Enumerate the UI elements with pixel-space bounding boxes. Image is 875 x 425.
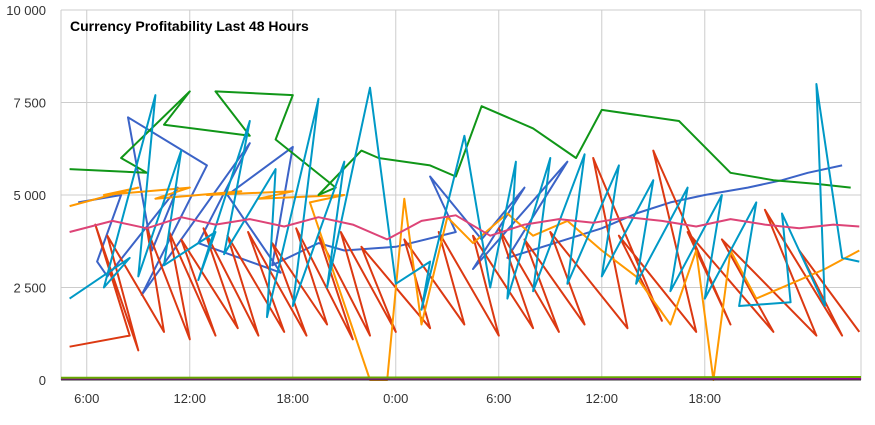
series-line-6	[69, 214, 860, 241]
y-tick-label: 10 000	[6, 3, 46, 18]
x-tick-label: 12:00	[173, 391, 206, 406]
series-line-5	[69, 83, 860, 319]
series-line-4	[69, 90, 851, 196]
y-tick-label: 2 500	[13, 281, 46, 296]
axes: 0 2 500 5 000 7 500 10 000 6:00 12:00 18:00 0:00…	[6, 3, 861, 406]
y-tick-label: 0	[39, 373, 46, 388]
x-tick-label: 0:00	[383, 391, 408, 406]
x-tick-label: 12:00	[585, 391, 618, 406]
series-line-8	[60, 376, 862, 379]
x-tick-label: 18:00	[689, 391, 722, 406]
x-tick-label: 18:00	[276, 391, 309, 406]
x-tick-label: 6:00	[486, 391, 511, 406]
x-tick-label: 6:00	[74, 391, 99, 406]
series-layer	[60, 83, 862, 381]
y-tick-label: 5 000	[13, 188, 46, 203]
y-tick-label: 7 500	[13, 96, 46, 111]
chart-title: Currency Profitability Last 48 Hours	[70, 18, 309, 34]
